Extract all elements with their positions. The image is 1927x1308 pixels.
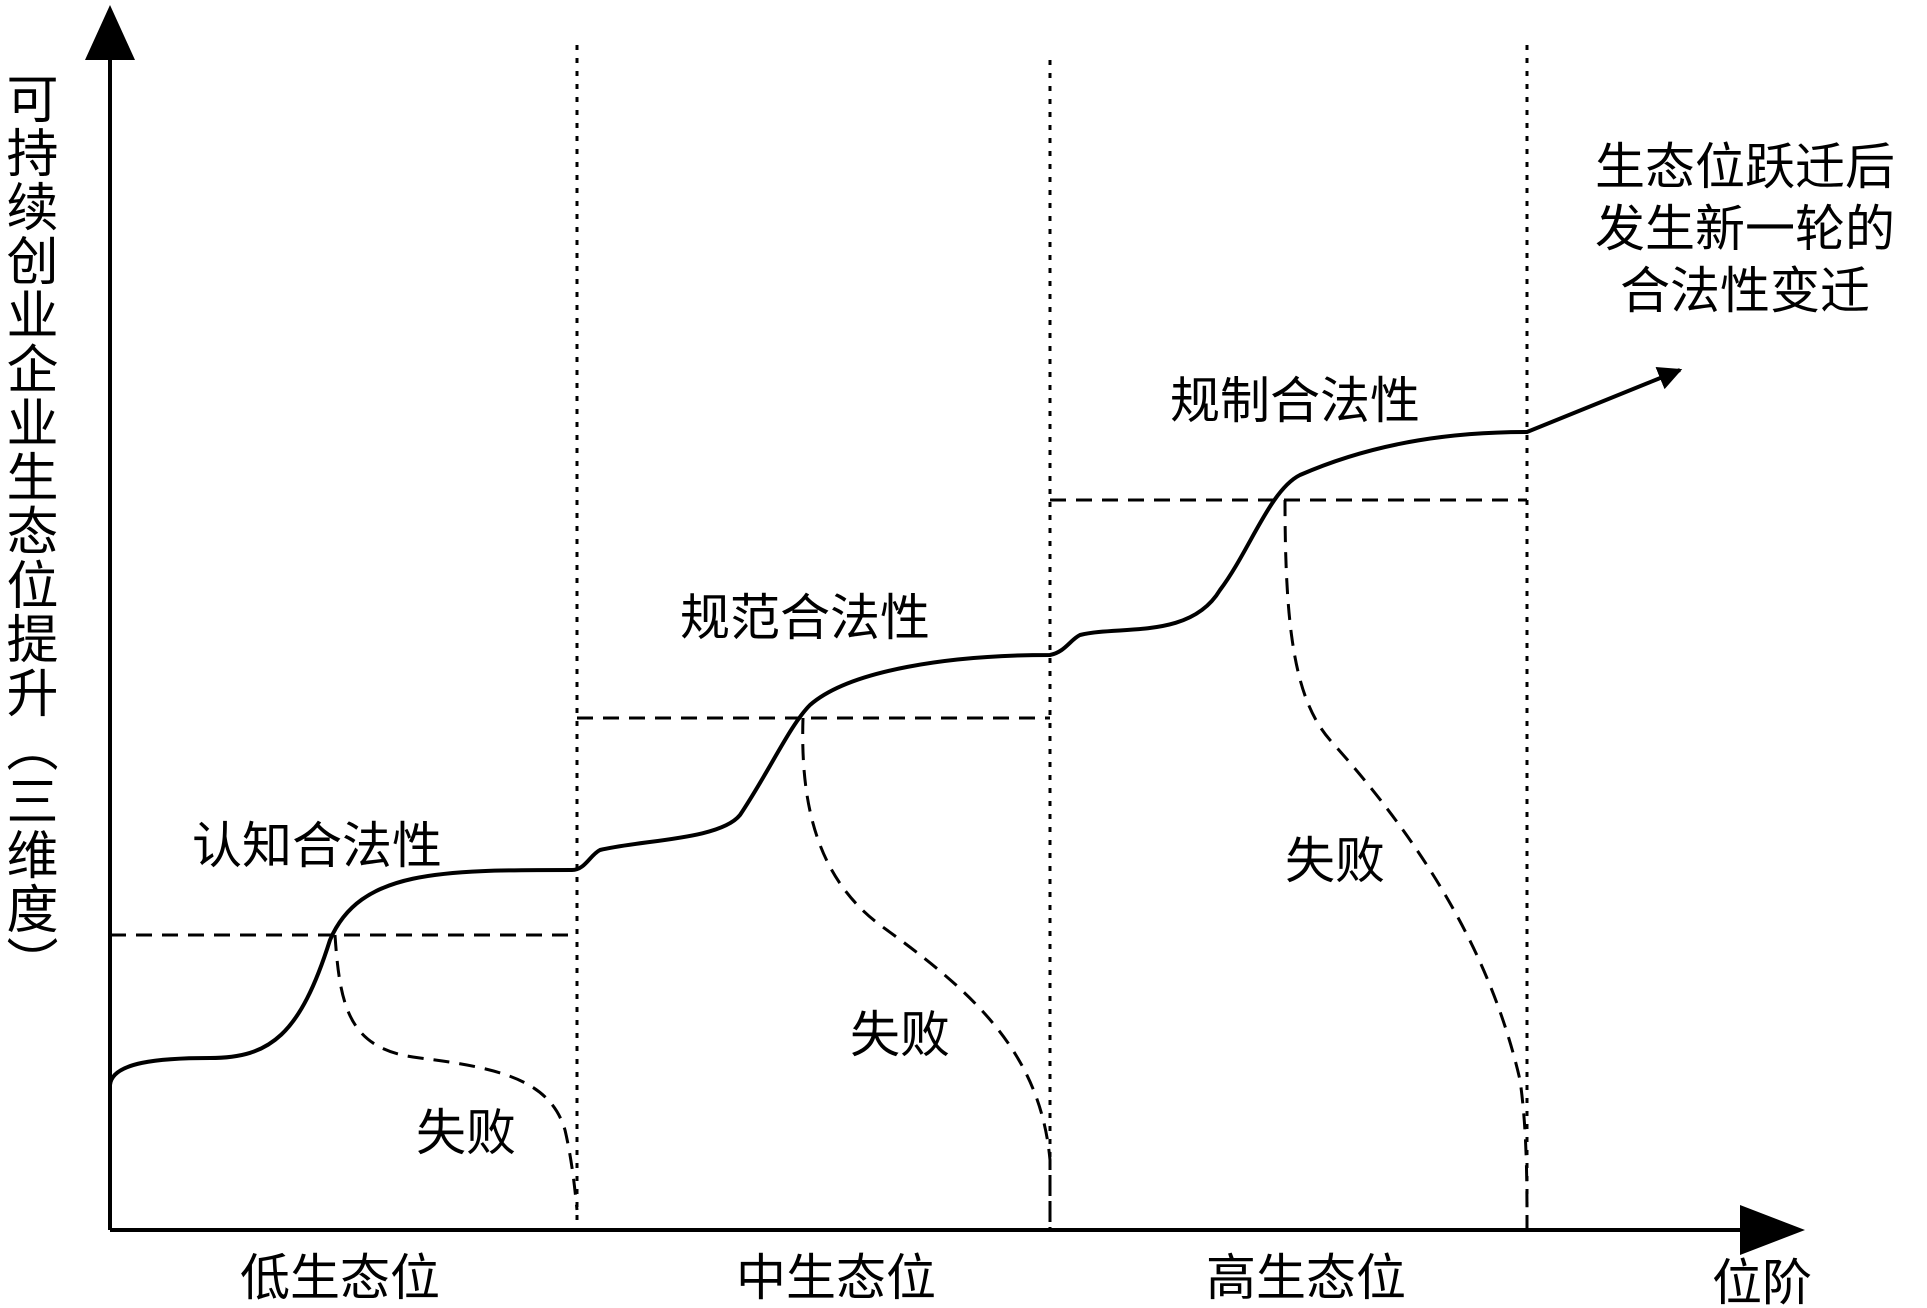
growth-curve	[108, 366, 1683, 1086]
zone-label-high: 高生态位	[1206, 1249, 1406, 1307]
y-axis-arrow-icon	[85, 5, 135, 60]
failure-label-2: 失败	[850, 1006, 950, 1064]
stage-label-normative: 规范合法性	[680, 589, 930, 647]
x-axis-arrow-icon	[1740, 1205, 1805, 1255]
end-note-line-3: 合法性变迁	[1620, 262, 1870, 320]
end-note: 生态位跃迁后 发生新一轮的 合法性变迁	[1555, 136, 1927, 322]
failure-label-1: 失败	[416, 1104, 516, 1162]
zone-label-low: 低生态位	[240, 1249, 440, 1307]
stage-label-cognitive: 认知合法性	[192, 817, 442, 875]
failure-label-3: 失败	[1285, 832, 1385, 890]
x-axis-label: 位阶	[1712, 1254, 1812, 1308]
zone-label-mid: 中生态位	[736, 1249, 936, 1307]
y-axis-label: 可持续创业企业生态位提升（三维度）	[0, 72, 57, 990]
failure-curve-2	[801, 717, 1052, 1230]
end-note-line-2: 发生新一轮的	[1595, 200, 1895, 258]
failure-curve-1	[333, 934, 579, 1211]
stage-label-regulative: 规制合法性	[1170, 372, 1420, 430]
failure-curve-3	[1283, 499, 1529, 1231]
end-note-line-1: 生态位跃迁后	[1595, 138, 1895, 196]
